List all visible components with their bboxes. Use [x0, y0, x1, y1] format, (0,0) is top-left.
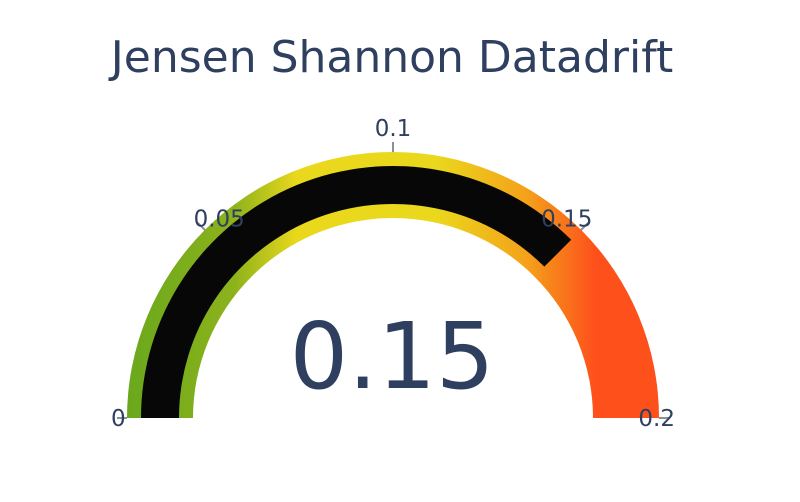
gauge-tick-label: 0.1 — [375, 116, 412, 142]
gauge-value-bar — [141, 166, 572, 418]
gauge-tick-label: 0.15 — [541, 207, 592, 233]
gauge-ticks: 0 0.05 0.1 0.15 0.2 — [111, 116, 675, 432]
gauge-tick-label: 0 — [111, 406, 126, 432]
gauge-title: Jensen Shannon Datadrift — [108, 32, 673, 83]
gauge-value-label: 0.15 — [290, 303, 495, 410]
gauge-tick-mark — [197, 222, 206, 231]
gauge-tick-label: 0.05 — [194, 207, 245, 233]
gauge-tick-label: 0.2 — [638, 406, 675, 432]
gauge-tick-mark — [580, 222, 589, 231]
